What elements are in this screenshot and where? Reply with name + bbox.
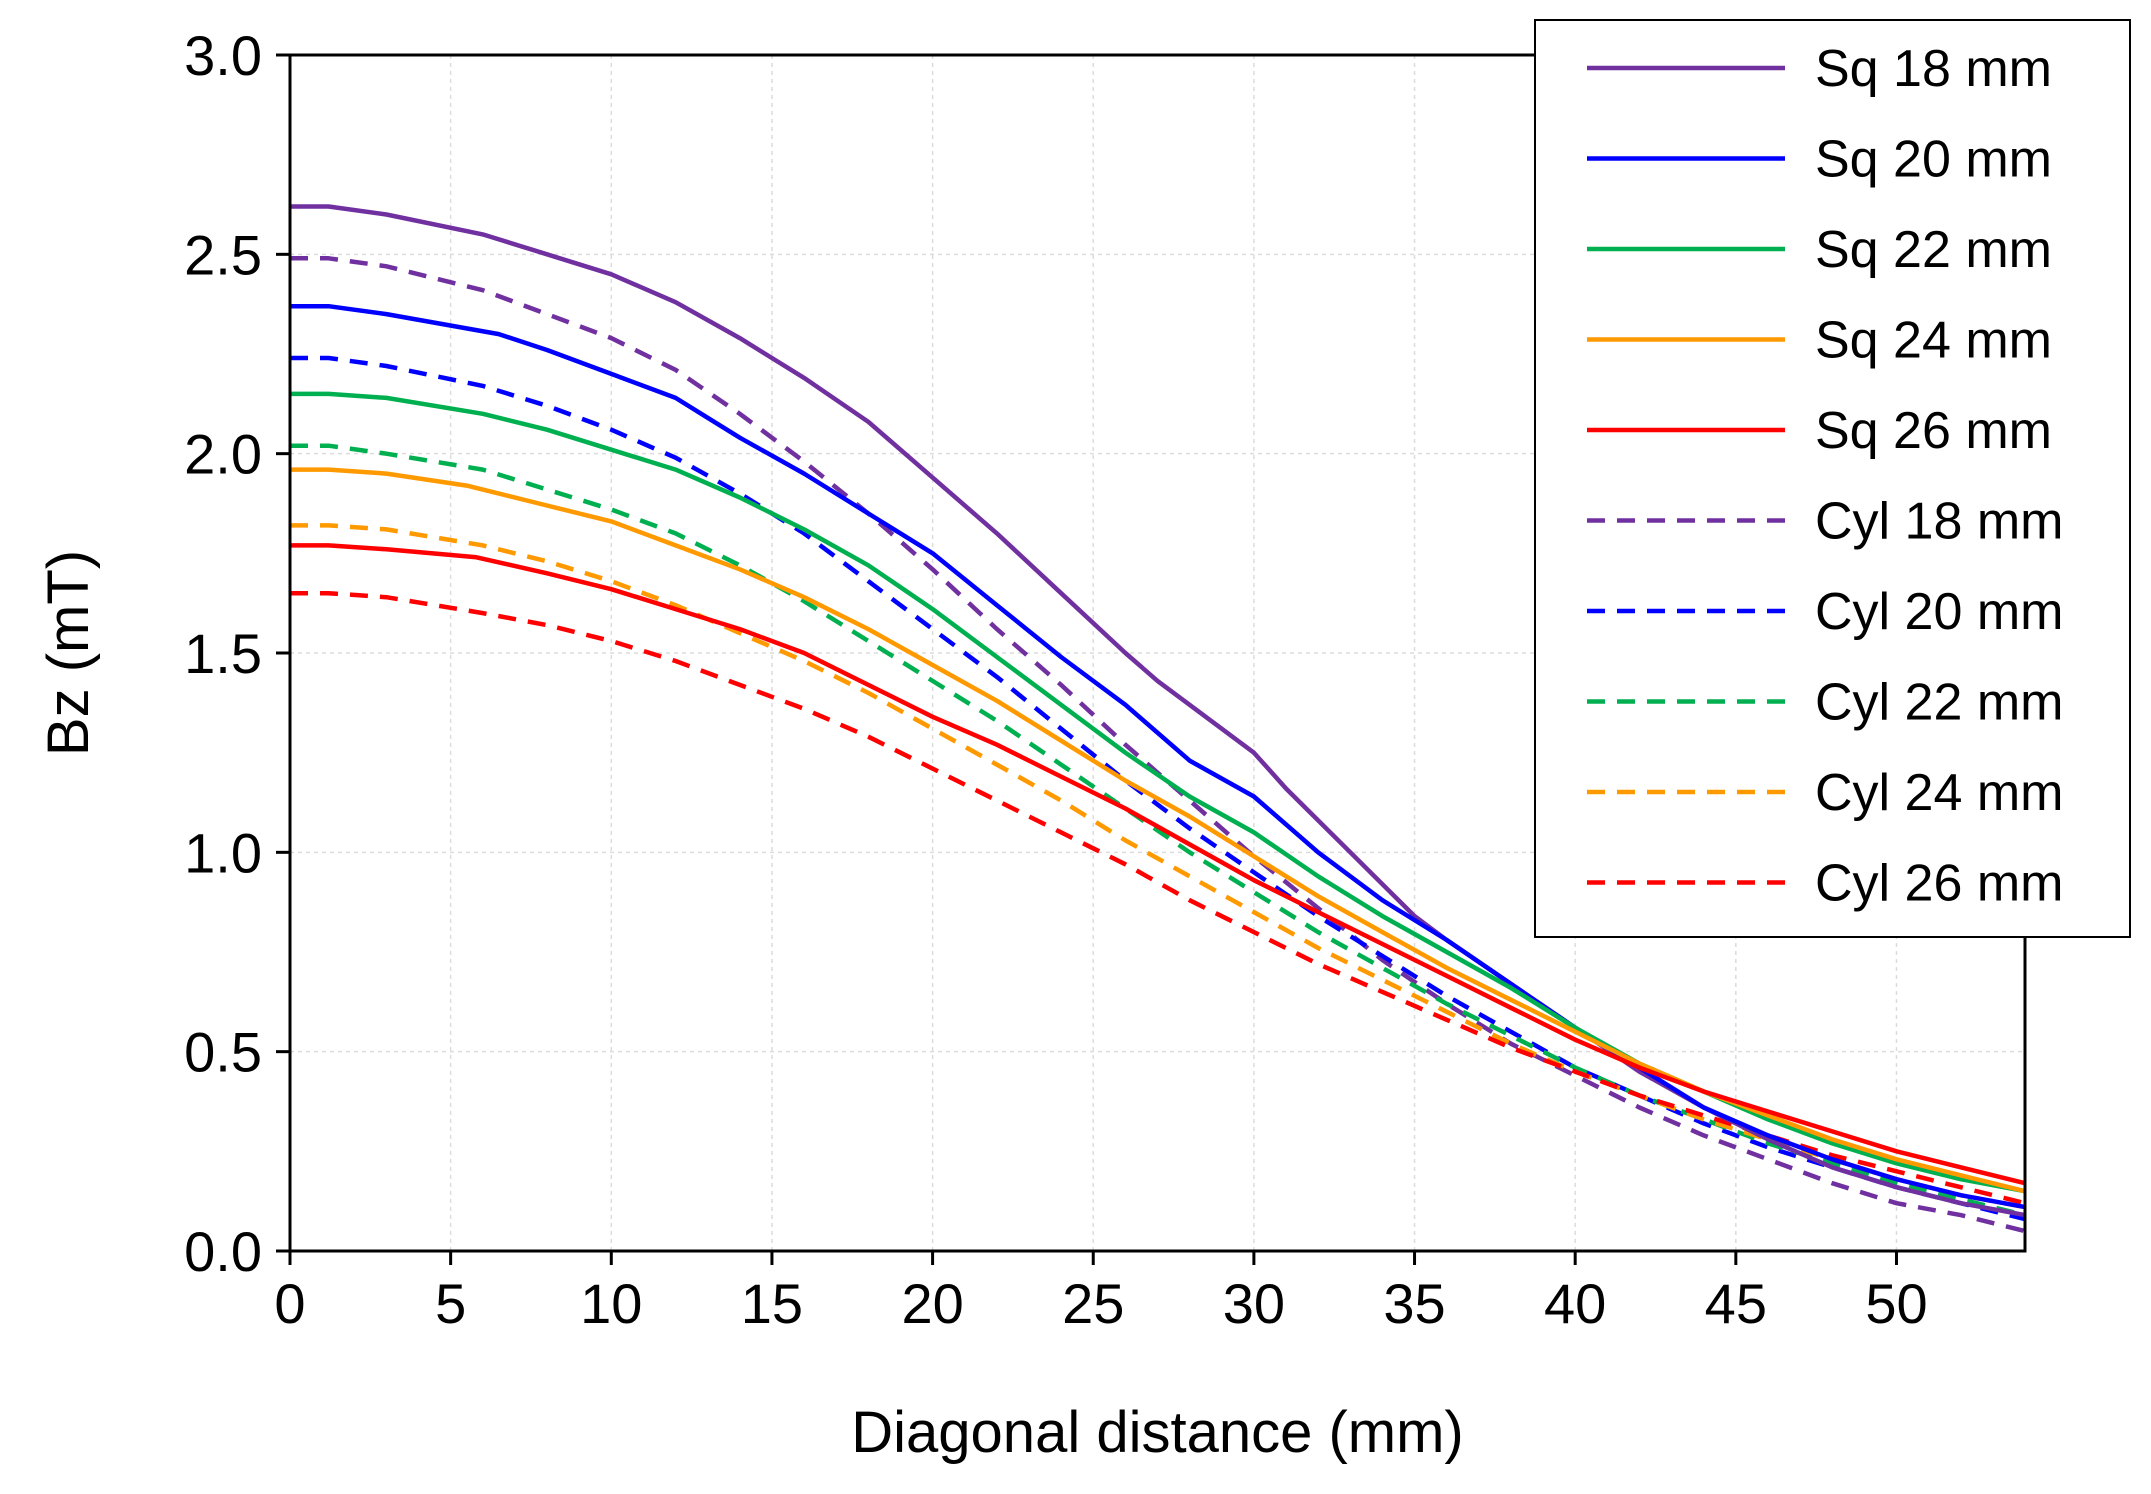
x-axis-title: Diagonal distance (mm) (851, 1400, 1463, 1465)
y-axis-ticks: 0.0 0.5 1.0 1.5 2.0 2.5 3.0 (184, 24, 290, 1283)
x-tick-label: 0 (274, 1272, 305, 1335)
series-line-cyl-24-mm (290, 523, 2026, 1210)
series-line-sq-26-mm (290, 543, 2026, 1186)
series-line-cyl-20-mm (290, 355, 2026, 1222)
legend: Sq 18 mm Sq 20 mm Sq 22 mm Sq 24 mm Sq 26 mm… (1534, 19, 2131, 938)
x-tick-label: 25 (1062, 1272, 1124, 1335)
x-tick-label: 45 (1705, 1272, 1767, 1335)
x-tick-label: 40 (1544, 1272, 1606, 1335)
grid (290, 55, 2025, 1251)
x-tick-label: 20 (901, 1272, 963, 1335)
legend-label: Cyl 22 mm (1815, 674, 2063, 732)
legend-label: Cyl 20 mm (1815, 583, 2063, 641)
y-tick-label: 3.0 (184, 24, 262, 87)
legend-label: Sq 22 mm (1815, 221, 2052, 279)
x-tick-label: 10 (580, 1272, 642, 1335)
x-tick-label: 50 (1865, 1272, 1927, 1335)
x-axis-ticks: 0 5 10 15 20 25 30 35 40 45 50 (274, 1251, 1928, 1335)
x-tick-label: 15 (741, 1272, 803, 1335)
legend-label: Sq 24 mm (1815, 312, 2052, 370)
legend-label: Cyl 26 mm (1815, 855, 2063, 913)
legend-label: Sq 18 mm (1815, 40, 2052, 98)
series-line-sq-20-mm (290, 303, 2026, 1210)
y-tick-label: 2.5 (184, 223, 262, 286)
x-tick-label: 30 (1223, 1272, 1285, 1335)
series-lines (290, 204, 2026, 1234)
legend-box (1534, 19, 2131, 938)
legend-label: Sq 26 mm (1815, 402, 2052, 460)
y-tick-label: 2.0 (184, 423, 262, 486)
legend-label: Sq 20 mm (1815, 131, 2052, 189)
y-tick-label: 1.0 (184, 821, 262, 884)
x-tick-label: 5 (435, 1272, 466, 1335)
legend-label: Cyl 18 mm (1815, 493, 2063, 551)
y-axis-title: Bz (mT) (36, 550, 101, 756)
legend-label: Cyl 24 mm (1815, 764, 2063, 822)
series-line-cyl-22-mm (290, 443, 2026, 1218)
y-tick-label: 0.0 (184, 1220, 262, 1283)
x-tick-label: 35 (1383, 1272, 1445, 1335)
y-tick-label: 0.5 (184, 1021, 262, 1084)
y-tick-label: 1.5 (184, 622, 262, 685)
